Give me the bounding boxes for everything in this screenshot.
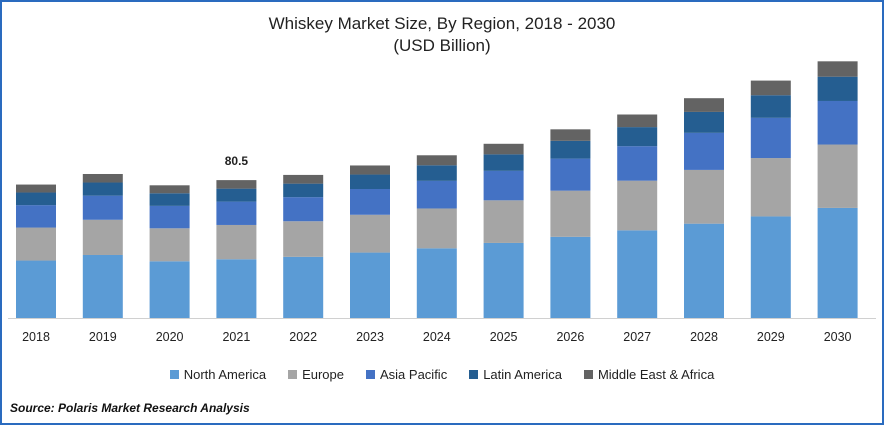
bar-segment-2022-middle-east-africa	[283, 174, 324, 184]
bar-segment-2029-asia-pacific	[750, 117, 791, 159]
bar-segment-2019-latin-america	[82, 182, 123, 196]
bar-segment-2027-latin-america	[617, 127, 658, 147]
bar-segment-2021-north-america	[216, 259, 257, 318]
legend-label: Middle East & Africa	[597, 367, 715, 382]
bar-segment-2028-europe	[684, 169, 724, 224]
legend-swatch	[366, 370, 375, 379]
bar-segment-2020-asia-pacific	[149, 205, 190, 229]
bar-segment-2023-europe	[350, 214, 390, 253]
bar-segment-2024-asia-pacific	[416, 180, 457, 209]
bar-segment-2029-latin-america	[750, 95, 791, 118]
bar-segment-2020-latin-america	[149, 193, 190, 206]
x-tick-label-2022: 2022	[289, 330, 317, 344]
legend-item-asia-pacific: Asia Pacific	[366, 367, 447, 382]
bar-segment-2028-latin-america	[684, 111, 724, 133]
bar-segment-2025-latin-america	[483, 154, 524, 171]
bar-segment-2029-europe	[750, 158, 791, 217]
x-tick-label-2023: 2023	[356, 330, 384, 344]
bar-segment-2030-europe	[817, 144, 858, 208]
x-tick-label-2018: 2018	[22, 330, 50, 344]
bar-segment-2019-north-america	[82, 254, 123, 318]
bar-segment-2026-middle-east-africa	[550, 129, 591, 141]
legend-label: Latin America	[483, 367, 562, 382]
x-tick-label-2028: 2028	[690, 330, 718, 344]
bar-segment-2026-europe	[550, 190, 591, 237]
bar-segment-2027-europe	[617, 180, 658, 231]
x-tick-label-2024: 2024	[423, 330, 451, 344]
bar-segment-2028-asia-pacific	[684, 132, 724, 170]
x-tick-label-2026: 2026	[556, 330, 584, 344]
source-note: Source: Polaris Market Research Analysis	[10, 401, 250, 415]
x-tick-label-2019: 2019	[89, 330, 117, 344]
bar-segment-2021-asia-pacific	[216, 201, 257, 225]
bar-segment-2019-asia-pacific	[82, 195, 123, 220]
legend-label: Europe	[302, 367, 344, 382]
bar-segment-2030-north-america	[817, 207, 858, 318]
legend-item-latin-america: Latin America	[469, 367, 562, 382]
bar-segment-2020-middle-east-africa	[149, 185, 190, 194]
bar-segment-2018-middle-east-africa	[16, 184, 56, 193]
bar-segment-2018-latin-america	[16, 192, 56, 206]
chart-title: Whiskey Market Size, By Region, 2018 - 2…	[268, 14, 616, 33]
legend-swatch	[469, 370, 479, 379]
bar-segment-2021-europe	[216, 224, 257, 260]
bar-segment-2023-north-america	[350, 252, 390, 318]
data-label-2021: 80.5	[225, 154, 249, 168]
bar-segment-2023-asia-pacific	[350, 189, 390, 215]
bar-segment-2023-latin-america	[350, 174, 390, 190]
bar-segment-2030-latin-america	[817, 76, 858, 101]
bar-segment-2025-middle-east-africa	[483, 143, 524, 155]
bar-segment-2018-asia-pacific	[16, 205, 56, 228]
x-tick-label-2025: 2025	[490, 330, 518, 344]
x-tick-label-2027: 2027	[623, 330, 651, 344]
bar-segment-2030-middle-east-africa	[817, 61, 858, 77]
legend-swatch	[169, 370, 179, 379]
legend-swatch	[288, 370, 298, 379]
legend-item-europe: Europe	[288, 367, 344, 382]
bar-segment-2028-north-america	[684, 223, 724, 318]
x-tick-label-2029: 2029	[757, 330, 785, 344]
bar-segment-2025-north-america	[483, 242, 524, 318]
legend-swatch	[583, 370, 593, 379]
bar-segment-2018-north-america	[16, 260, 56, 318]
legend-item-middle-east-africa: Middle East & Africa	[583, 367, 715, 382]
bar-segment-2022-north-america	[283, 256, 324, 318]
bar-segment-2022-asia-pacific	[283, 197, 324, 222]
bar-segment-2028-middle-east-africa	[684, 98, 724, 112]
bar-segment-2022-europe	[283, 221, 324, 257]
bar-segment-2027-asia-pacific	[617, 146, 658, 181]
bar-segment-2024-latin-america	[416, 165, 457, 181]
bar-segment-2027-middle-east-africa	[617, 114, 658, 128]
bar-segment-2020-europe	[149, 228, 190, 262]
bar-segment-2027-north-america	[617, 230, 658, 318]
bar-segment-2025-europe	[483, 200, 524, 243]
x-tick-label-2030: 2030	[824, 330, 852, 344]
chart-subtitle: (USD Billion)	[393, 36, 491, 55]
bar-segment-2024-north-america	[416, 248, 457, 318]
x-tick-label-2021: 2021	[222, 330, 250, 344]
bar-segment-2026-latin-america	[550, 140, 591, 159]
bar-segment-2024-europe	[416, 208, 457, 249]
bar-segment-2025-asia-pacific	[483, 170, 524, 201]
bar-segment-2024-middle-east-africa	[416, 155, 457, 166]
bar-segment-2020-north-america	[149, 261, 190, 318]
bar-segment-2019-middle-east-africa	[82, 173, 123, 183]
bar-segment-2019-europe	[82, 219, 123, 255]
bar-segment-2026-north-america	[550, 236, 591, 318]
bar-segment-2029-north-america	[750, 216, 791, 318]
bar-segment-2021-latin-america	[216, 188, 257, 202]
legend-label: Asia Pacific	[380, 367, 448, 382]
bar-segment-2023-middle-east-africa	[350, 165, 390, 175]
bar-segment-2026-asia-pacific	[550, 158, 591, 191]
bar-segment-2029-middle-east-africa	[750, 80, 791, 96]
legend-item-north-america: North America	[169, 367, 267, 382]
bar-segment-2021-middle-east-africa	[216, 180, 257, 189]
x-tick-label-2020: 2020	[156, 330, 184, 344]
legend-label: North America	[183, 367, 267, 382]
bar-segment-2018-europe	[16, 227, 56, 261]
chart-legend: North America Europe Asia Pacific Latin Ame…	[0, 367, 884, 382]
bar-segment-2022-latin-america	[283, 183, 324, 198]
bar-segment-2030-asia-pacific	[817, 100, 858, 145]
